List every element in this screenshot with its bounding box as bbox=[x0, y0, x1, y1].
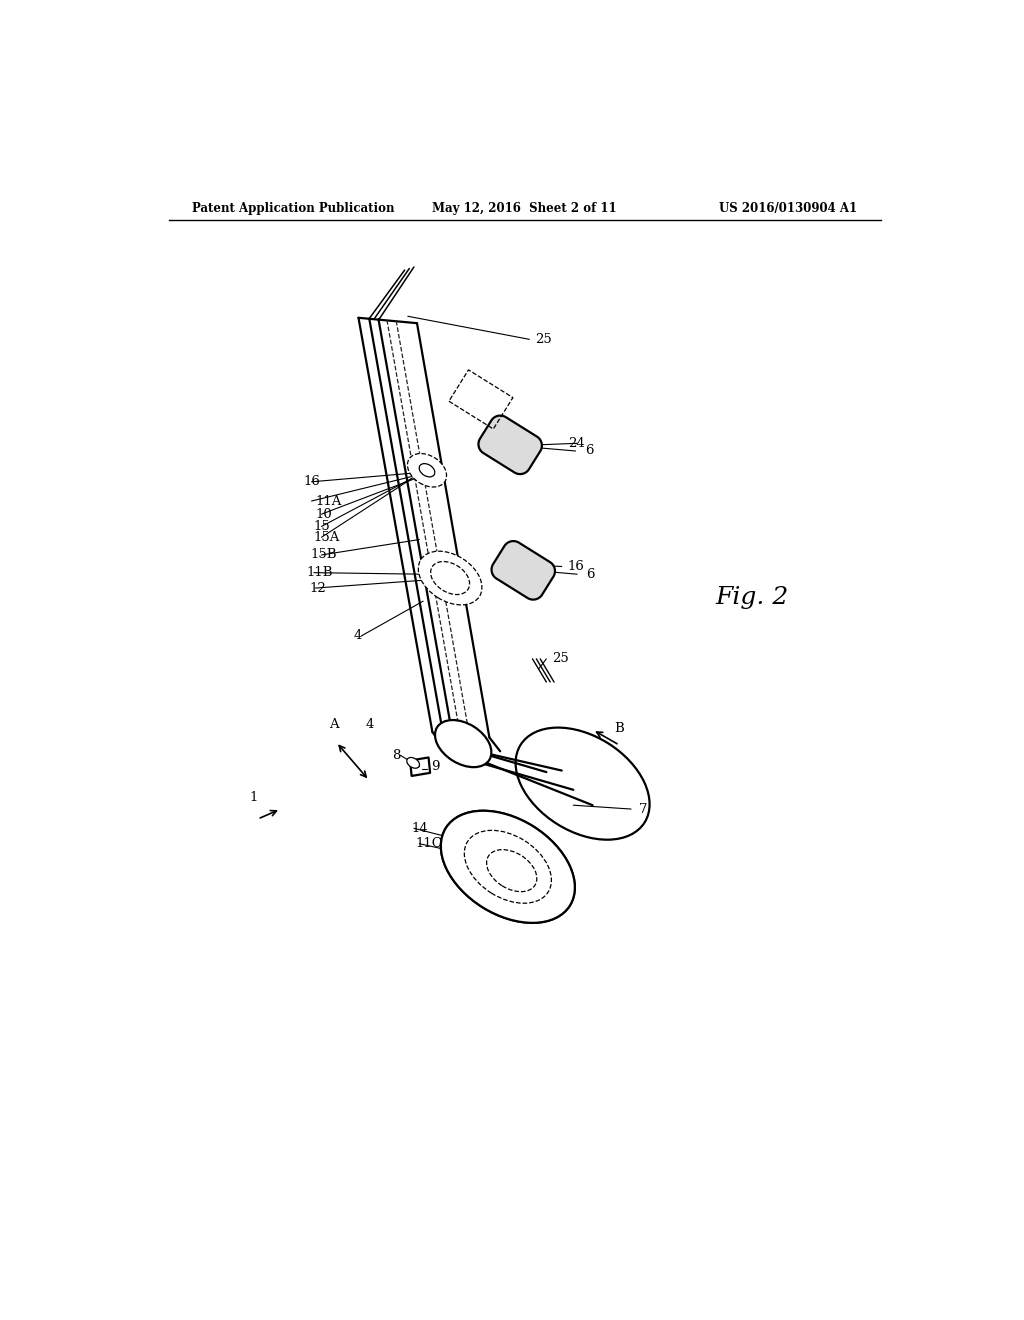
Ellipse shape bbox=[486, 850, 537, 892]
Text: 11B: 11B bbox=[306, 566, 333, 579]
Text: 4: 4 bbox=[354, 630, 362, 643]
Text: 4: 4 bbox=[366, 718, 374, 731]
Polygon shape bbox=[492, 541, 555, 599]
Text: 6: 6 bbox=[585, 445, 593, 458]
Text: 6: 6 bbox=[587, 568, 595, 581]
Text: 24: 24 bbox=[568, 437, 585, 450]
Text: 14: 14 bbox=[412, 822, 428, 834]
Text: 7: 7 bbox=[639, 803, 647, 816]
Ellipse shape bbox=[441, 810, 574, 923]
Ellipse shape bbox=[408, 454, 446, 487]
Text: May 12, 2016  Sheet 2 of 11: May 12, 2016 Sheet 2 of 11 bbox=[432, 202, 617, 215]
Text: US 2016/0130904 A1: US 2016/0130904 A1 bbox=[719, 202, 857, 215]
Text: A: A bbox=[330, 718, 339, 731]
Ellipse shape bbox=[464, 830, 551, 903]
Text: 11C: 11C bbox=[416, 837, 442, 850]
Text: 1: 1 bbox=[250, 791, 258, 804]
Text: 12: 12 bbox=[309, 582, 326, 594]
Ellipse shape bbox=[407, 758, 420, 768]
Text: Patent Application Publication: Patent Application Publication bbox=[193, 202, 394, 215]
Ellipse shape bbox=[419, 463, 435, 477]
Text: 16: 16 bbox=[304, 475, 321, 488]
Ellipse shape bbox=[418, 552, 482, 605]
Ellipse shape bbox=[441, 810, 574, 923]
Text: B: B bbox=[614, 722, 624, 735]
Text: Fig. 2: Fig. 2 bbox=[716, 586, 790, 609]
Text: 10: 10 bbox=[315, 508, 332, 520]
Ellipse shape bbox=[464, 830, 551, 903]
Text: 8: 8 bbox=[392, 748, 400, 762]
Text: 15A: 15A bbox=[313, 531, 340, 544]
Polygon shape bbox=[478, 416, 542, 474]
Text: 25: 25 bbox=[553, 652, 569, 665]
Text: 15: 15 bbox=[313, 520, 331, 533]
Text: 15B: 15B bbox=[310, 548, 337, 561]
Text: 25: 25 bbox=[535, 333, 552, 346]
Ellipse shape bbox=[486, 850, 537, 892]
Text: 9: 9 bbox=[431, 760, 439, 774]
Text: 16: 16 bbox=[568, 560, 585, 573]
Ellipse shape bbox=[435, 719, 492, 767]
Text: 11A: 11A bbox=[315, 495, 342, 508]
Ellipse shape bbox=[431, 561, 470, 594]
